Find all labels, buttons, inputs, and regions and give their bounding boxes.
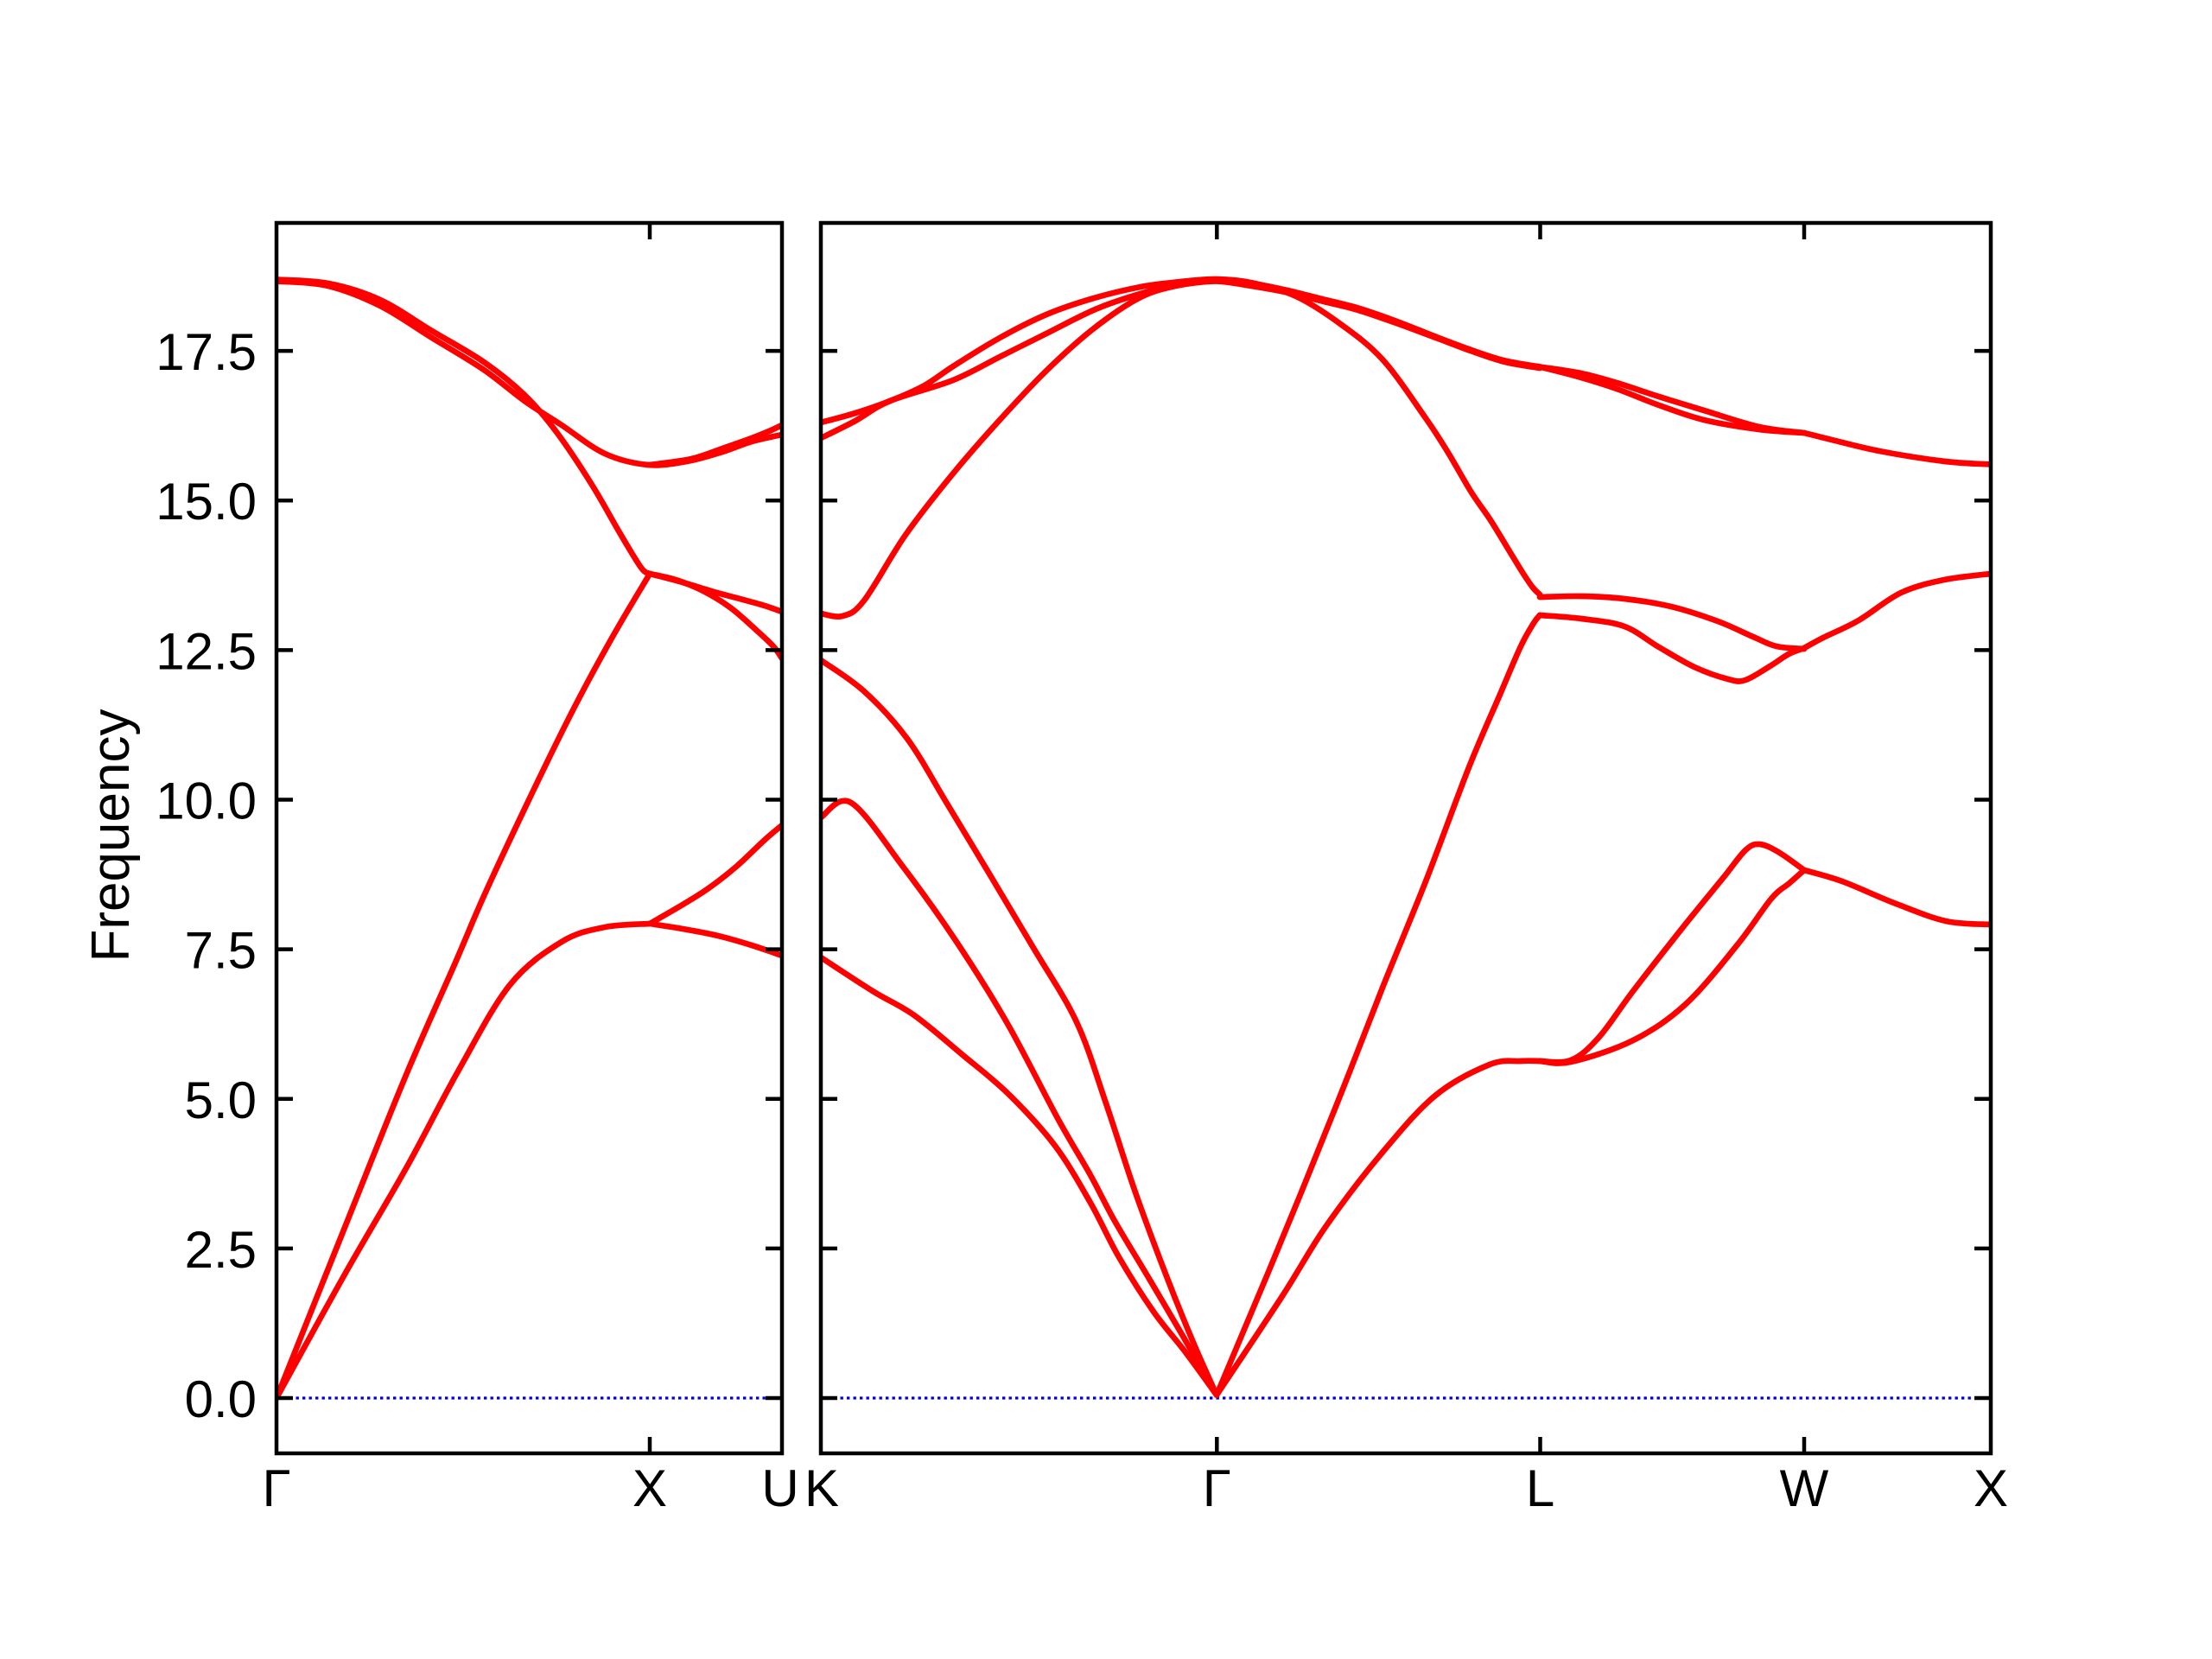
svg-text:2.5: 2.5 xyxy=(185,1221,257,1279)
svg-text:U: U xyxy=(761,1459,798,1517)
svg-text:X: X xyxy=(1974,1459,2008,1517)
svg-text:17.5: 17.5 xyxy=(156,323,257,381)
svg-text:7.5: 7.5 xyxy=(185,922,257,980)
svg-text:10.0: 10.0 xyxy=(156,772,257,830)
svg-text:15.0: 15.0 xyxy=(156,473,257,531)
svg-text:L: L xyxy=(1526,1459,1554,1517)
svg-text:Γ: Γ xyxy=(1203,1459,1231,1517)
svg-text:Γ: Γ xyxy=(262,1459,290,1517)
svg-text:0.0: 0.0 xyxy=(185,1370,257,1428)
svg-text:Frequency: Frequency xyxy=(81,709,141,963)
svg-text:W: W xyxy=(1780,1459,1829,1517)
svg-text:12.5: 12.5 xyxy=(156,622,257,680)
svg-text:5.0: 5.0 xyxy=(185,1071,257,1129)
svg-text:X: X xyxy=(632,1459,667,1517)
svg-text:K: K xyxy=(804,1459,839,1517)
